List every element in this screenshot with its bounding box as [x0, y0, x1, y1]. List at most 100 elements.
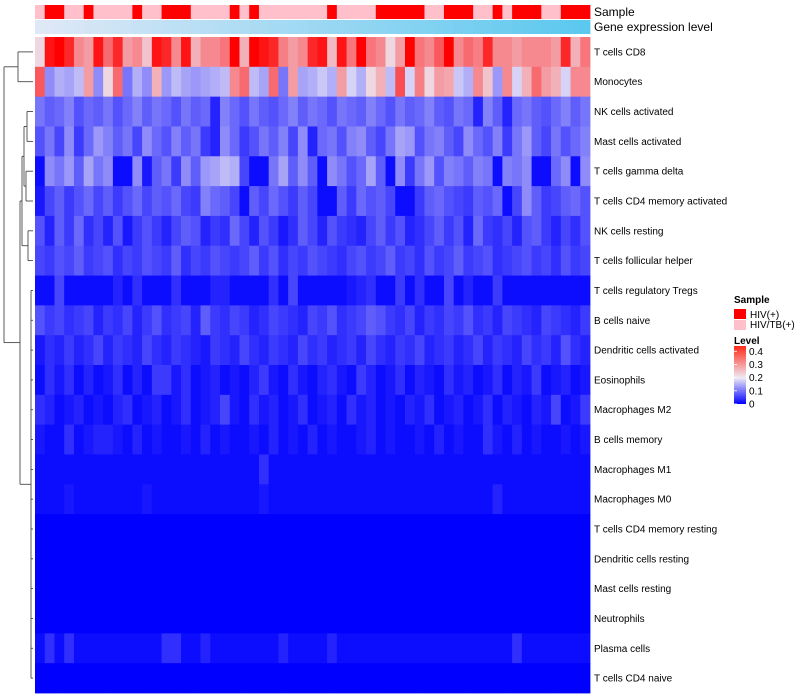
heatmap-cell: [288, 66, 299, 98]
heatmap-cell: [356, 126, 367, 157]
gene-annotation-cell: [482, 20, 494, 34]
heatmap-cell: [44, 335, 55, 366]
heatmap-cell: [307, 603, 318, 634]
heatmap-cell: [551, 37, 562, 68]
heatmap-cell: [492, 394, 503, 426]
heatmap-cell: [229, 484, 240, 515]
heatmap-cell: [181, 663, 192, 694]
heatmap-cell: [366, 275, 377, 306]
heatmap-cell: [541, 573, 552, 604]
heatmap-cell: [443, 365, 455, 396]
heatmap-cell: [258, 335, 270, 366]
gene-annotation-cell: [54, 20, 65, 34]
heatmap-cell: [307, 335, 318, 366]
sample-annotation-cell: [531, 5, 542, 19]
row-label: Eosinophils: [594, 375, 645, 386]
heatmap-cell: [171, 394, 182, 426]
heatmap-cell: [502, 633, 513, 664]
heatmap-cell: [366, 663, 377, 694]
heatmap-cell: [356, 245, 367, 276]
heatmap-cell: [414, 633, 425, 664]
heatmap-cell: [385, 543, 396, 575]
heatmap-cell: [73, 37, 85, 68]
sample-annotation-cell: [580, 5, 591, 19]
heatmap-cell: [336, 305, 347, 336]
heatmap-cell: [200, 96, 211, 127]
heatmap-cell: [502, 156, 513, 187]
heatmap-cell: [307, 66, 318, 98]
heatmap-cell: [268, 126, 279, 157]
heatmap-cell: [83, 96, 94, 127]
heatmap-cell: [541, 484, 552, 515]
heatmap-cell: [356, 543, 367, 575]
heatmap-cell: [268, 424, 279, 455]
heatmap-cell: [190, 66, 201, 98]
heatmap-cell: [220, 335, 231, 366]
row-label: T cells CD4 naive: [594, 674, 673, 685]
heatmap-cell: [336, 573, 347, 604]
heatmap-cell: [103, 484, 114, 515]
heatmap-cell: [434, 37, 445, 68]
heatmap-cell: [288, 603, 299, 634]
heatmap-cell: [258, 543, 270, 575]
heatmap-cell: [142, 454, 153, 485]
heatmap-cell: [297, 245, 309, 276]
gene-annotation-cell: [239, 20, 250, 34]
gene-annotation-cell: [531, 20, 542, 34]
heatmap-cell: [317, 275, 328, 306]
heatmap-cell: [414, 365, 425, 396]
heatmap-cell: [297, 663, 309, 694]
heatmap-cell: [482, 514, 494, 545]
heatmap-cell: [463, 186, 474, 217]
heatmap-cell: [297, 365, 309, 396]
heatmap-cell: [492, 275, 503, 306]
heatmap-cell: [200, 394, 211, 426]
heatmap-cell: [278, 484, 289, 515]
heatmap-cell: [473, 573, 484, 604]
heatmap-cell: [132, 514, 143, 545]
heatmap-cell: [278, 37, 289, 68]
heatmap-cell: [35, 37, 46, 68]
heatmap-cell: [317, 484, 328, 515]
heatmap-cell: [142, 126, 153, 157]
heatmap-cell: [414, 215, 425, 247]
gene-annotation-cell: [541, 20, 552, 34]
heatmap-cell: [570, 365, 581, 396]
sample-annotation-cell: [132, 5, 143, 19]
heatmap-cell: [161, 603, 172, 634]
heatmap-cell: [502, 573, 513, 604]
heatmap-cell: [268, 603, 279, 634]
row-label: Mast cells resting: [594, 584, 671, 595]
heatmap-cell: [551, 424, 562, 455]
heatmap-cell: [385, 96, 396, 127]
heatmap-cell: [434, 215, 445, 247]
heatmap-cell: [570, 305, 581, 336]
heatmap-cell: [161, 663, 172, 694]
heatmap-cell: [317, 156, 328, 187]
heatmap-cell: [346, 394, 357, 426]
heatmap-cell: [64, 37, 75, 68]
sample-annotation-cell: [83, 5, 94, 19]
heatmap-cell: [580, 245, 591, 276]
heatmap-cell: [414, 66, 425, 98]
sample-annotation-cell: [171, 5, 182, 19]
heatmap-cell: [73, 156, 85, 187]
heatmap-cell: [210, 37, 221, 68]
heatmap-cell: [521, 215, 532, 247]
sample-annotation-cell: [220, 5, 231, 19]
gene-annotation-cell: [502, 20, 513, 34]
gene-annotation-cell: [44, 20, 55, 34]
heatmap-cell: [551, 126, 562, 157]
heatmap-cell: [220, 454, 231, 485]
heatmap-cell: [473, 603, 484, 634]
heatmap-cell: [560, 186, 571, 217]
heatmap-cell: [414, 543, 425, 575]
heatmap-cell: [521, 186, 532, 217]
heatmap-cell: [239, 186, 250, 217]
heatmap-cell: [570, 543, 581, 575]
heatmap-cell: [327, 394, 338, 426]
sample-annotation-track: [35, 5, 591, 19]
heatmap-cell: [346, 484, 357, 515]
gene-annotation-cell: [268, 20, 279, 34]
heatmap-cell: [492, 66, 503, 98]
